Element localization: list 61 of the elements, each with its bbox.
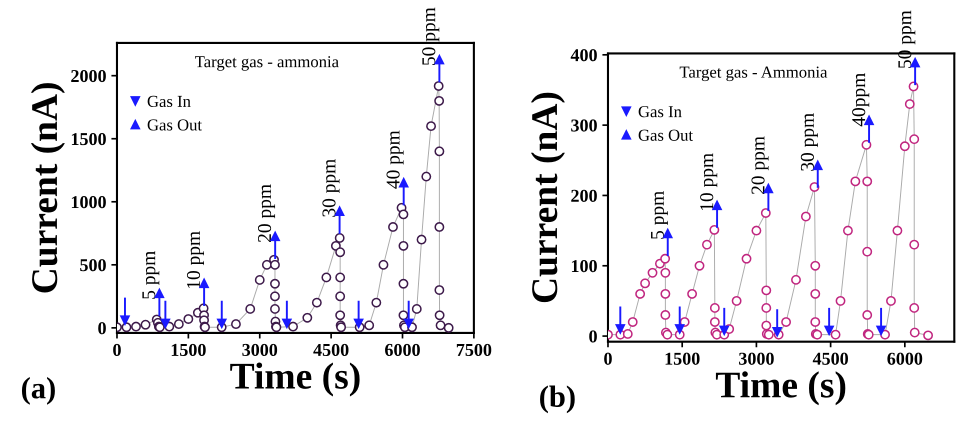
y-axis-title: Current (nA) <box>30 83 65 292</box>
annotation: 30 ppm <box>800 113 818 171</box>
point <box>160 318 170 328</box>
point <box>199 278 209 288</box>
text: (b) <box>540 386 575 414</box>
annotation: 40 ppm <box>386 130 404 189</box>
point <box>216 318 227 328</box>
annotation: 5 ppm <box>142 250 160 299</box>
text: (a) <box>22 377 55 405</box>
point <box>154 288 164 298</box>
annotation: 30 ppm <box>322 159 340 217</box>
y-axis-title: Current (nA) <box>530 92 565 302</box>
annotation: 10 ppm <box>700 153 718 210</box>
x-tick-label: 7500 <box>456 344 492 356</box>
point <box>334 206 344 216</box>
y-tick-label: 2000 <box>71 70 106 82</box>
annotation: 5 ppm <box>651 191 668 239</box>
point <box>354 318 364 328</box>
annotation: 20 ppm <box>258 184 276 242</box>
annotation: 10 ppm <box>186 231 204 288</box>
y-tick-label: 1000 <box>72 196 106 208</box>
y-tick-label: 100 <box>572 260 597 272</box>
x-axis-title: Time (s) <box>716 371 846 406</box>
x-tick-label: 3000 <box>242 344 278 356</box>
x-tick-label: 1500 <box>172 344 206 356</box>
point <box>615 324 626 334</box>
y-tick-label: 500 <box>80 259 106 272</box>
x-tick-label: 0 <box>113 344 121 356</box>
x-tick-label: 6000 <box>887 352 922 365</box>
legend-label: Gas In <box>638 106 682 118</box>
point <box>282 318 292 328</box>
point <box>120 315 130 326</box>
x-tick-label: 0 <box>604 352 612 365</box>
legend-label: Gas Out <box>638 130 693 141</box>
y-tick-label: 0 <box>589 330 597 343</box>
annotation: 20 ppm <box>751 136 769 194</box>
point <box>772 326 782 337</box>
x-tick-label: 4500 <box>313 344 348 356</box>
point <box>719 326 730 336</box>
point <box>674 324 685 334</box>
y-tick-label: 1500 <box>72 132 106 146</box>
point <box>764 184 774 194</box>
y-tick-label: 0 <box>98 322 106 334</box>
point <box>404 318 414 328</box>
y-tick-label: 400 <box>570 49 597 62</box>
annotation: 40ppm <box>852 72 870 126</box>
x-tick-label: 1500 <box>666 352 700 365</box>
x-tick-label: 6000 <box>385 344 420 356</box>
legend-label: Gas In <box>148 96 191 107</box>
annotation: Target gas - ammonia <box>195 56 339 71</box>
x-axis-title: Time (s) <box>230 362 360 396</box>
legend-label: Gas Out <box>148 119 202 131</box>
y-tick-label: 200 <box>571 190 597 202</box>
x-tick-label: 3000 <box>739 352 774 365</box>
x-tick-label: 4500 <box>812 352 848 365</box>
y-tick-label: 300 <box>571 119 597 132</box>
annotation: Target gas - Ammonia <box>680 66 828 82</box>
point <box>824 326 834 336</box>
point <box>434 54 444 64</box>
annotation: 50 ppm <box>422 8 440 65</box>
point <box>876 326 886 336</box>
